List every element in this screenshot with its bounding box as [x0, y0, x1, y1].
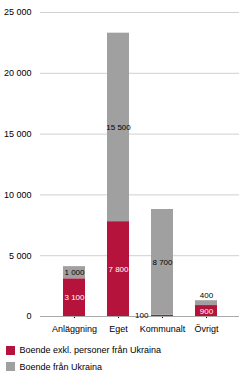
svg-text:100: 100: [135, 311, 149, 320]
svg-text:Övrigt: Övrigt: [194, 324, 219, 334]
svg-text:0: 0: [26, 311, 31, 321]
svg-text:8 700: 8 700: [152, 258, 173, 267]
svg-text:900: 900: [200, 307, 214, 316]
html-text:Boende exkl. personer från Ukr: Boende exkl. personer från Ukraina: [19, 345, 162, 356]
svg-text:25 000: 25 000: [4, 7, 32, 17]
svg-text:5 000: 5 000: [9, 251, 32, 261]
svg-text:Eget: Eget: [109, 324, 128, 334]
svg-text:7 800: 7 800: [108, 265, 129, 274]
svg-text:3 100: 3 100: [64, 293, 85, 302]
svg-text:1 000: 1 000: [64, 268, 85, 277]
svg-text:15 000: 15 000: [4, 129, 32, 139]
svg-text:10 000: 10 000: [4, 190, 32, 200]
html-text:Boende från Ukraina: Boende från Ukraina: [19, 361, 103, 372]
svg-text:Kommunalt: Kommunalt: [140, 324, 186, 334]
svg-text:Anläggning: Anläggning: [52, 324, 97, 334]
svg-text:400: 400: [200, 291, 214, 300]
svg-text:15 500: 15 500: [106, 123, 131, 132]
svg-text:20 000: 20 000: [4, 68, 32, 78]
